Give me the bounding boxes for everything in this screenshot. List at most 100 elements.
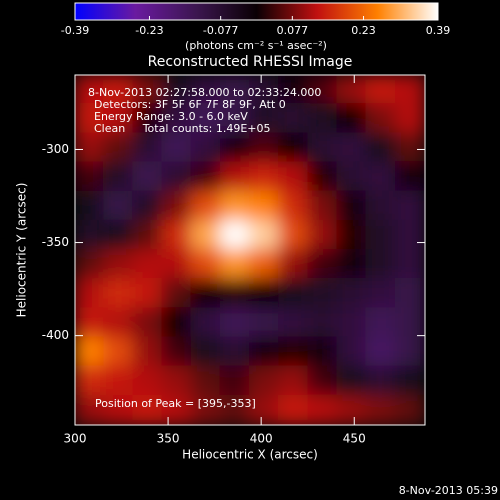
image-cell bbox=[190, 190, 222, 222]
image-cell bbox=[75, 161, 106, 193]
image-cell bbox=[248, 336, 281, 368]
image-cell bbox=[394, 132, 425, 164]
colorbar-tick-label: 0.39 bbox=[426, 24, 451, 37]
image-cell bbox=[394, 278, 425, 310]
image-cell bbox=[219, 219, 252, 252]
image-cell bbox=[75, 132, 106, 164]
image-cell bbox=[161, 365, 193, 397]
image-cell bbox=[219, 132, 252, 164]
colorbar-tick-label: 0.077 bbox=[277, 24, 309, 37]
image-cell bbox=[365, 132, 397, 164]
image-cell bbox=[190, 103, 222, 135]
image-cell bbox=[248, 248, 281, 281]
image-cell bbox=[75, 394, 106, 425]
image-cell bbox=[161, 394, 193, 425]
image-cell bbox=[336, 161, 368, 193]
image-cell bbox=[336, 103, 368, 135]
image-cell bbox=[248, 394, 281, 425]
image-cell bbox=[161, 278, 193, 310]
image-cell bbox=[132, 248, 164, 281]
y-tick-label: -400 bbox=[42, 328, 69, 342]
image-cell bbox=[103, 132, 135, 164]
image-cell bbox=[365, 75, 397, 106]
image-cell bbox=[75, 365, 106, 397]
image-cell bbox=[307, 103, 339, 135]
image-cells bbox=[75, 75, 425, 425]
image-cell bbox=[278, 75, 310, 106]
image-cell bbox=[248, 75, 281, 106]
image-cell bbox=[161, 248, 193, 281]
image-cell bbox=[132, 219, 164, 252]
image-cell bbox=[394, 75, 425, 106]
image-cell bbox=[219, 190, 252, 222]
image-cell bbox=[132, 132, 164, 164]
image-cell bbox=[103, 307, 135, 339]
image-cell bbox=[307, 307, 339, 339]
image-cell bbox=[219, 336, 252, 368]
image-cell bbox=[365, 190, 397, 222]
image-cell bbox=[161, 161, 193, 193]
image-cell bbox=[394, 307, 425, 339]
x-axis-label: Heliocentric X (arcsec) bbox=[182, 448, 318, 462]
image-cell bbox=[307, 132, 339, 164]
image-cell bbox=[132, 307, 164, 339]
image-cell bbox=[336, 219, 368, 252]
image-cell bbox=[394, 190, 425, 222]
image-cell bbox=[161, 132, 193, 164]
annotation: 8-Nov-2013 02:27:58.000 to 02:33:24.000 bbox=[88, 86, 321, 99]
image-cell bbox=[161, 219, 193, 252]
image-cell bbox=[248, 161, 281, 193]
image-cell bbox=[248, 132, 281, 164]
image-cell bbox=[365, 103, 397, 135]
image-cell bbox=[365, 394, 397, 425]
image-cell bbox=[161, 103, 193, 135]
image-cell bbox=[307, 278, 339, 310]
colorbar-tick-label: -0.077 bbox=[203, 24, 238, 37]
image-cell bbox=[75, 336, 106, 368]
image-cell bbox=[394, 365, 425, 397]
image-cell bbox=[103, 103, 135, 135]
x-tick-label: 300 bbox=[64, 432, 87, 446]
colorbar bbox=[74, 2, 439, 21]
image-cell bbox=[278, 394, 310, 425]
image-cell bbox=[394, 219, 425, 252]
image-cell bbox=[75, 278, 106, 310]
annotation: Clean Total counts: 1.49E+05 bbox=[94, 122, 271, 135]
image-cell bbox=[190, 307, 222, 339]
image-cell bbox=[307, 248, 339, 281]
image-cell bbox=[103, 278, 135, 310]
image-cell bbox=[219, 394, 252, 425]
colorbar-tick-label: -0.39 bbox=[61, 24, 89, 37]
image-cell bbox=[132, 161, 164, 193]
image-cell bbox=[336, 278, 368, 310]
image-cell bbox=[278, 365, 310, 397]
image-cell bbox=[132, 394, 164, 425]
image-cell bbox=[278, 103, 310, 135]
annotation: Detectors: 3F 5F 6F 7F 8F 9F, Att 0 bbox=[94, 98, 286, 111]
x-tick-label: 350 bbox=[157, 432, 180, 446]
image-cell bbox=[248, 219, 281, 252]
image-cell bbox=[278, 132, 310, 164]
image-cell bbox=[336, 336, 368, 368]
image-cell bbox=[75, 75, 106, 106]
colorbar-label: (photons cm⁻² s⁻¹ asec⁻²) bbox=[185, 39, 327, 52]
image-cell bbox=[394, 336, 425, 368]
image-cell bbox=[336, 248, 368, 281]
image-cell bbox=[248, 278, 281, 310]
image-cell bbox=[190, 365, 222, 397]
image-cell bbox=[394, 161, 425, 193]
x-tick-label: 400 bbox=[250, 432, 273, 446]
image-cell bbox=[190, 248, 222, 281]
image-cell bbox=[307, 75, 339, 106]
image-area bbox=[75, 75, 425, 425]
image-cell bbox=[75, 248, 106, 281]
image-cell bbox=[278, 336, 310, 368]
image-cell bbox=[190, 132, 222, 164]
image-cell bbox=[278, 190, 310, 222]
image-cell bbox=[219, 248, 252, 281]
y-axis-label: Heliocentric Y (arcsec) bbox=[15, 183, 29, 318]
image-cell bbox=[336, 307, 368, 339]
image-cell bbox=[161, 75, 193, 106]
annotation: Energy Range: 3.0 - 6.0 keV bbox=[94, 110, 248, 123]
